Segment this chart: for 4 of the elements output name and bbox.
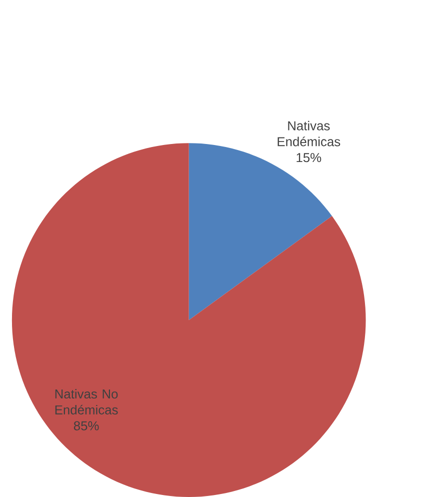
data-label: 15% <box>296 153 321 162</box>
slice-label: Nativas No Endémicas <box>55 389 118 414</box>
data-label: 85% <box>74 421 99 430</box>
slice-label: Nativas Endémicas <box>278 120 340 146</box>
